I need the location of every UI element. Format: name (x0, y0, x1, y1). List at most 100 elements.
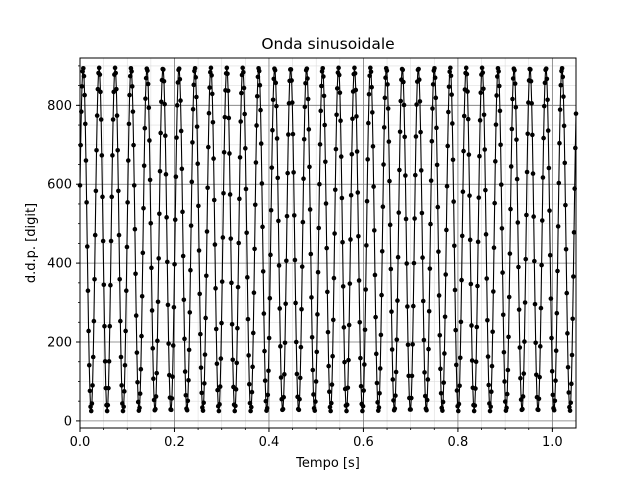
data-point (241, 69, 246, 75)
data-point (133, 313, 139, 318)
data-point (389, 347, 395, 352)
data-point (139, 333, 144, 339)
data-point (344, 408, 349, 414)
data-point (342, 359, 347, 365)
data-point (448, 73, 454, 79)
data-point (153, 394, 159, 399)
data-point (163, 133, 168, 139)
data-point (254, 123, 259, 128)
data-point (143, 75, 149, 81)
data-point (469, 358, 475, 363)
data-point (452, 287, 458, 293)
data-point (204, 273, 209, 279)
data-point (401, 79, 406, 85)
data-point (337, 90, 343, 96)
data-point (229, 321, 235, 327)
data-point (320, 65, 326, 71)
data-point (366, 120, 371, 126)
data-point (202, 381, 207, 386)
data-point (319, 83, 324, 89)
data-point (486, 382, 492, 388)
data-point (289, 100, 295, 105)
data-point (210, 120, 216, 125)
data-point (89, 401, 95, 406)
data-point (294, 371, 300, 377)
data-point (363, 287, 369, 292)
data-point (241, 85, 247, 91)
data-point (474, 324, 480, 330)
data-point (473, 359, 479, 365)
data-point (82, 121, 88, 127)
data-point (406, 373, 411, 379)
data-point (221, 191, 226, 196)
data-point (520, 406, 525, 412)
data-point (442, 314, 448, 320)
data-point (395, 254, 401, 260)
data-point (226, 115, 232, 121)
data-point (313, 379, 319, 384)
data-point (490, 329, 495, 335)
data-point (249, 389, 255, 395)
data-point (145, 81, 151, 87)
data-point (326, 363, 331, 369)
data-point (134, 350, 140, 355)
data-point (123, 328, 128, 334)
data-point (244, 230, 249, 236)
data-point (437, 333, 443, 338)
data-point (321, 93, 327, 99)
data-point (303, 80, 308, 86)
plot-area-frame (79, 57, 577, 429)
data-point (539, 262, 544, 268)
data-point (551, 407, 557, 413)
data-point (253, 160, 259, 165)
data-point (88, 408, 94, 414)
data-point (512, 81, 518, 86)
data-point (411, 303, 416, 309)
data-point (151, 397, 157, 403)
data-point (534, 372, 539, 378)
data-point (200, 408, 206, 413)
data-point (285, 170, 290, 176)
data-point (215, 387, 220, 393)
data-point (427, 266, 433, 271)
data-point (157, 168, 163, 174)
data-point (430, 82, 436, 87)
data-point (387, 222, 393, 228)
data-point (206, 110, 212, 116)
data-point (553, 378, 558, 383)
data-point (172, 217, 178, 223)
data-point (317, 181, 322, 187)
data-point (545, 97, 550, 103)
data-point (158, 130, 163, 136)
data-point (211, 197, 217, 203)
data-point (506, 294, 512, 300)
data-point (104, 408, 110, 414)
data-point (409, 395, 414, 401)
data-point (538, 305, 544, 311)
data-point (493, 159, 498, 164)
data-point (500, 270, 505, 275)
data-point (402, 134, 408, 140)
data-point (444, 227, 449, 233)
data-point (405, 304, 410, 309)
axes: 0.0 0.2 0.4 0.6 0.8 1.0 0 200 400 600 800 (47, 65, 563, 450)
data-point (148, 220, 154, 226)
data-point (566, 390, 572, 395)
data-point (418, 168, 424, 173)
data-point (502, 399, 508, 404)
data-point (161, 78, 167, 84)
data-point (356, 233, 361, 239)
data-point (233, 403, 238, 409)
data-point (520, 394, 526, 399)
data-point (516, 264, 521, 270)
data-point (305, 76, 310, 81)
data-point (151, 376, 156, 381)
data-point (99, 153, 105, 158)
data-point (272, 67, 278, 73)
data-point (276, 263, 282, 268)
data-point (504, 405, 509, 411)
data-point (340, 284, 346, 289)
data-point (258, 141, 264, 146)
y-tick-label: 0 (64, 414, 72, 429)
data-point (436, 293, 442, 298)
